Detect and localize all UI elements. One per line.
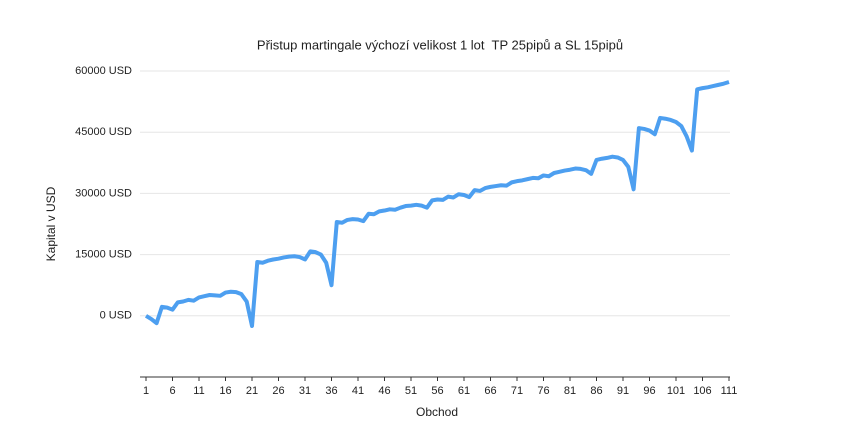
y-tick-label: 60000 USD: [75, 65, 132, 77]
y-axis-title: Kapital v USD: [44, 186, 58, 261]
x-tick-label: 76: [537, 385, 549, 397]
x-tick-label: 111: [721, 385, 738, 397]
x-tick-label: 81: [564, 385, 576, 397]
x-tick-label: 6: [169, 385, 175, 397]
y-tick-label: 45000 USD: [75, 126, 132, 138]
x-tick-label: 86: [590, 385, 602, 397]
x-tick-label: 51: [405, 385, 417, 397]
y-tick-label: 15000 USD: [75, 249, 132, 261]
data-line: [144, 80, 730, 328]
x-tick-label: 56: [431, 385, 443, 397]
x-tick-label: 36: [325, 385, 337, 397]
x-tick-label: 96: [643, 385, 655, 397]
x-tick-label: 11: [193, 385, 204, 397]
chart-title: Přistup martingale výchozí velikost 1 lo…: [257, 37, 623, 52]
x-tick-label: 31: [299, 385, 311, 397]
x-tick-label: 66: [484, 385, 496, 397]
x-tick-label: 26: [272, 385, 284, 397]
x-tick-label: 61: [458, 385, 470, 397]
y-tick-label: 30000 USD: [75, 187, 132, 199]
x-tick-label: 16: [219, 385, 231, 397]
x-tick-label: 91: [617, 385, 629, 397]
x-tick-label: 21: [246, 385, 258, 397]
x-tick-label: 1: [143, 385, 149, 397]
y-tick-label: 0 USD: [100, 310, 132, 322]
x-tick-label: 71: [511, 385, 523, 397]
x-tick-label: 101: [667, 385, 685, 397]
x-tick-label: 41: [352, 385, 364, 397]
x-tick-label: 46: [378, 385, 390, 397]
x-axis-title: Obchod: [416, 405, 458, 419]
x-tick-label: 106: [693, 385, 711, 397]
